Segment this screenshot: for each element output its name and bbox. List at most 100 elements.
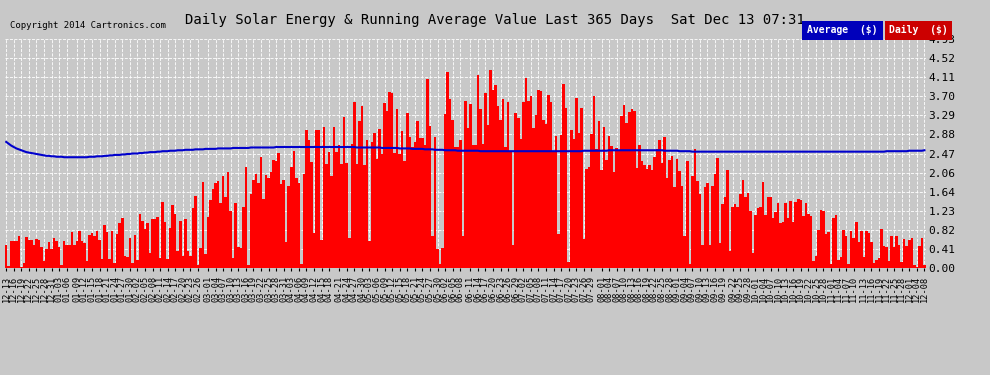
Bar: [918, 246, 921, 268]
Bar: [857, 242, 860, 268]
Bar: [779, 223, 782, 268]
Bar: [313, 233, 315, 268]
Bar: [214, 183, 217, 268]
Bar: [645, 169, 648, 268]
Bar: [494, 86, 497, 268]
Bar: [129, 238, 131, 268]
Bar: [179, 220, 181, 268]
Bar: [761, 182, 764, 268]
Bar: [280, 184, 282, 268]
Bar: [318, 130, 320, 268]
Bar: [605, 160, 608, 268]
Bar: [502, 99, 504, 268]
Bar: [13, 241, 15, 268]
Bar: [381, 154, 383, 268]
Bar: [823, 211, 825, 268]
Bar: [835, 215, 838, 268]
Bar: [727, 170, 729, 268]
Bar: [248, 265, 249, 268]
Bar: [28, 240, 30, 268]
Bar: [15, 241, 18, 268]
Bar: [222, 176, 225, 268]
Bar: [158, 258, 161, 268]
Bar: [383, 104, 386, 268]
Bar: [655, 149, 658, 268]
Bar: [60, 266, 63, 268]
Bar: [212, 189, 214, 268]
Bar: [714, 174, 717, 268]
Bar: [142, 220, 144, 268]
Bar: [421, 138, 424, 268]
Bar: [139, 214, 142, 268]
Bar: [497, 106, 499, 268]
Bar: [636, 168, 639, 268]
Bar: [257, 183, 259, 268]
Bar: [48, 242, 50, 268]
Bar: [479, 110, 482, 268]
Bar: [668, 160, 671, 268]
Bar: [148, 253, 151, 268]
Bar: [898, 244, 901, 268]
Bar: [704, 188, 706, 268]
Bar: [310, 162, 313, 268]
Bar: [23, 262, 25, 268]
Bar: [746, 193, 749, 268]
Bar: [650, 170, 653, 268]
Bar: [471, 145, 474, 268]
Bar: [52, 238, 55, 268]
Bar: [96, 231, 98, 268]
Bar: [416, 121, 419, 268]
Bar: [754, 215, 756, 268]
Bar: [777, 203, 779, 268]
Bar: [290, 167, 292, 268]
Bar: [530, 96, 533, 268]
Bar: [204, 255, 207, 268]
Bar: [722, 204, 724, 268]
Bar: [772, 218, 774, 268]
Bar: [114, 263, 116, 268]
Bar: [527, 100, 530, 268]
Bar: [641, 161, 644, 268]
Bar: [683, 236, 686, 268]
Bar: [300, 264, 303, 268]
Bar: [456, 147, 459, 268]
Bar: [119, 223, 121, 268]
Bar: [673, 188, 676, 268]
Bar: [820, 210, 823, 268]
Bar: [199, 248, 202, 268]
Text: Daily  ($): Daily ($): [889, 26, 947, 35]
Bar: [676, 159, 678, 268]
Bar: [326, 164, 328, 268]
Bar: [298, 183, 300, 268]
Bar: [782, 222, 784, 268]
Bar: [93, 236, 96, 268]
Bar: [353, 102, 355, 268]
Bar: [570, 130, 572, 268]
Bar: [43, 261, 46, 268]
Bar: [608, 136, 611, 268]
Bar: [10, 242, 13, 268]
Bar: [575, 98, 577, 268]
Bar: [404, 161, 406, 268]
Bar: [764, 215, 766, 268]
Bar: [600, 170, 603, 268]
Bar: [355, 164, 358, 268]
Bar: [749, 211, 751, 268]
Bar: [126, 257, 129, 268]
Bar: [65, 245, 68, 268]
Bar: [633, 111, 636, 268]
Bar: [789, 201, 792, 268]
Bar: [626, 123, 628, 268]
Bar: [217, 181, 220, 268]
Bar: [378, 129, 381, 268]
Bar: [333, 127, 336, 268]
Bar: [134, 236, 136, 268]
Bar: [862, 257, 865, 268]
Bar: [487, 125, 489, 268]
Bar: [285, 242, 287, 268]
Bar: [259, 157, 262, 268]
Bar: [895, 236, 898, 268]
Bar: [235, 203, 237, 268]
Bar: [903, 239, 906, 268]
Bar: [588, 166, 590, 268]
